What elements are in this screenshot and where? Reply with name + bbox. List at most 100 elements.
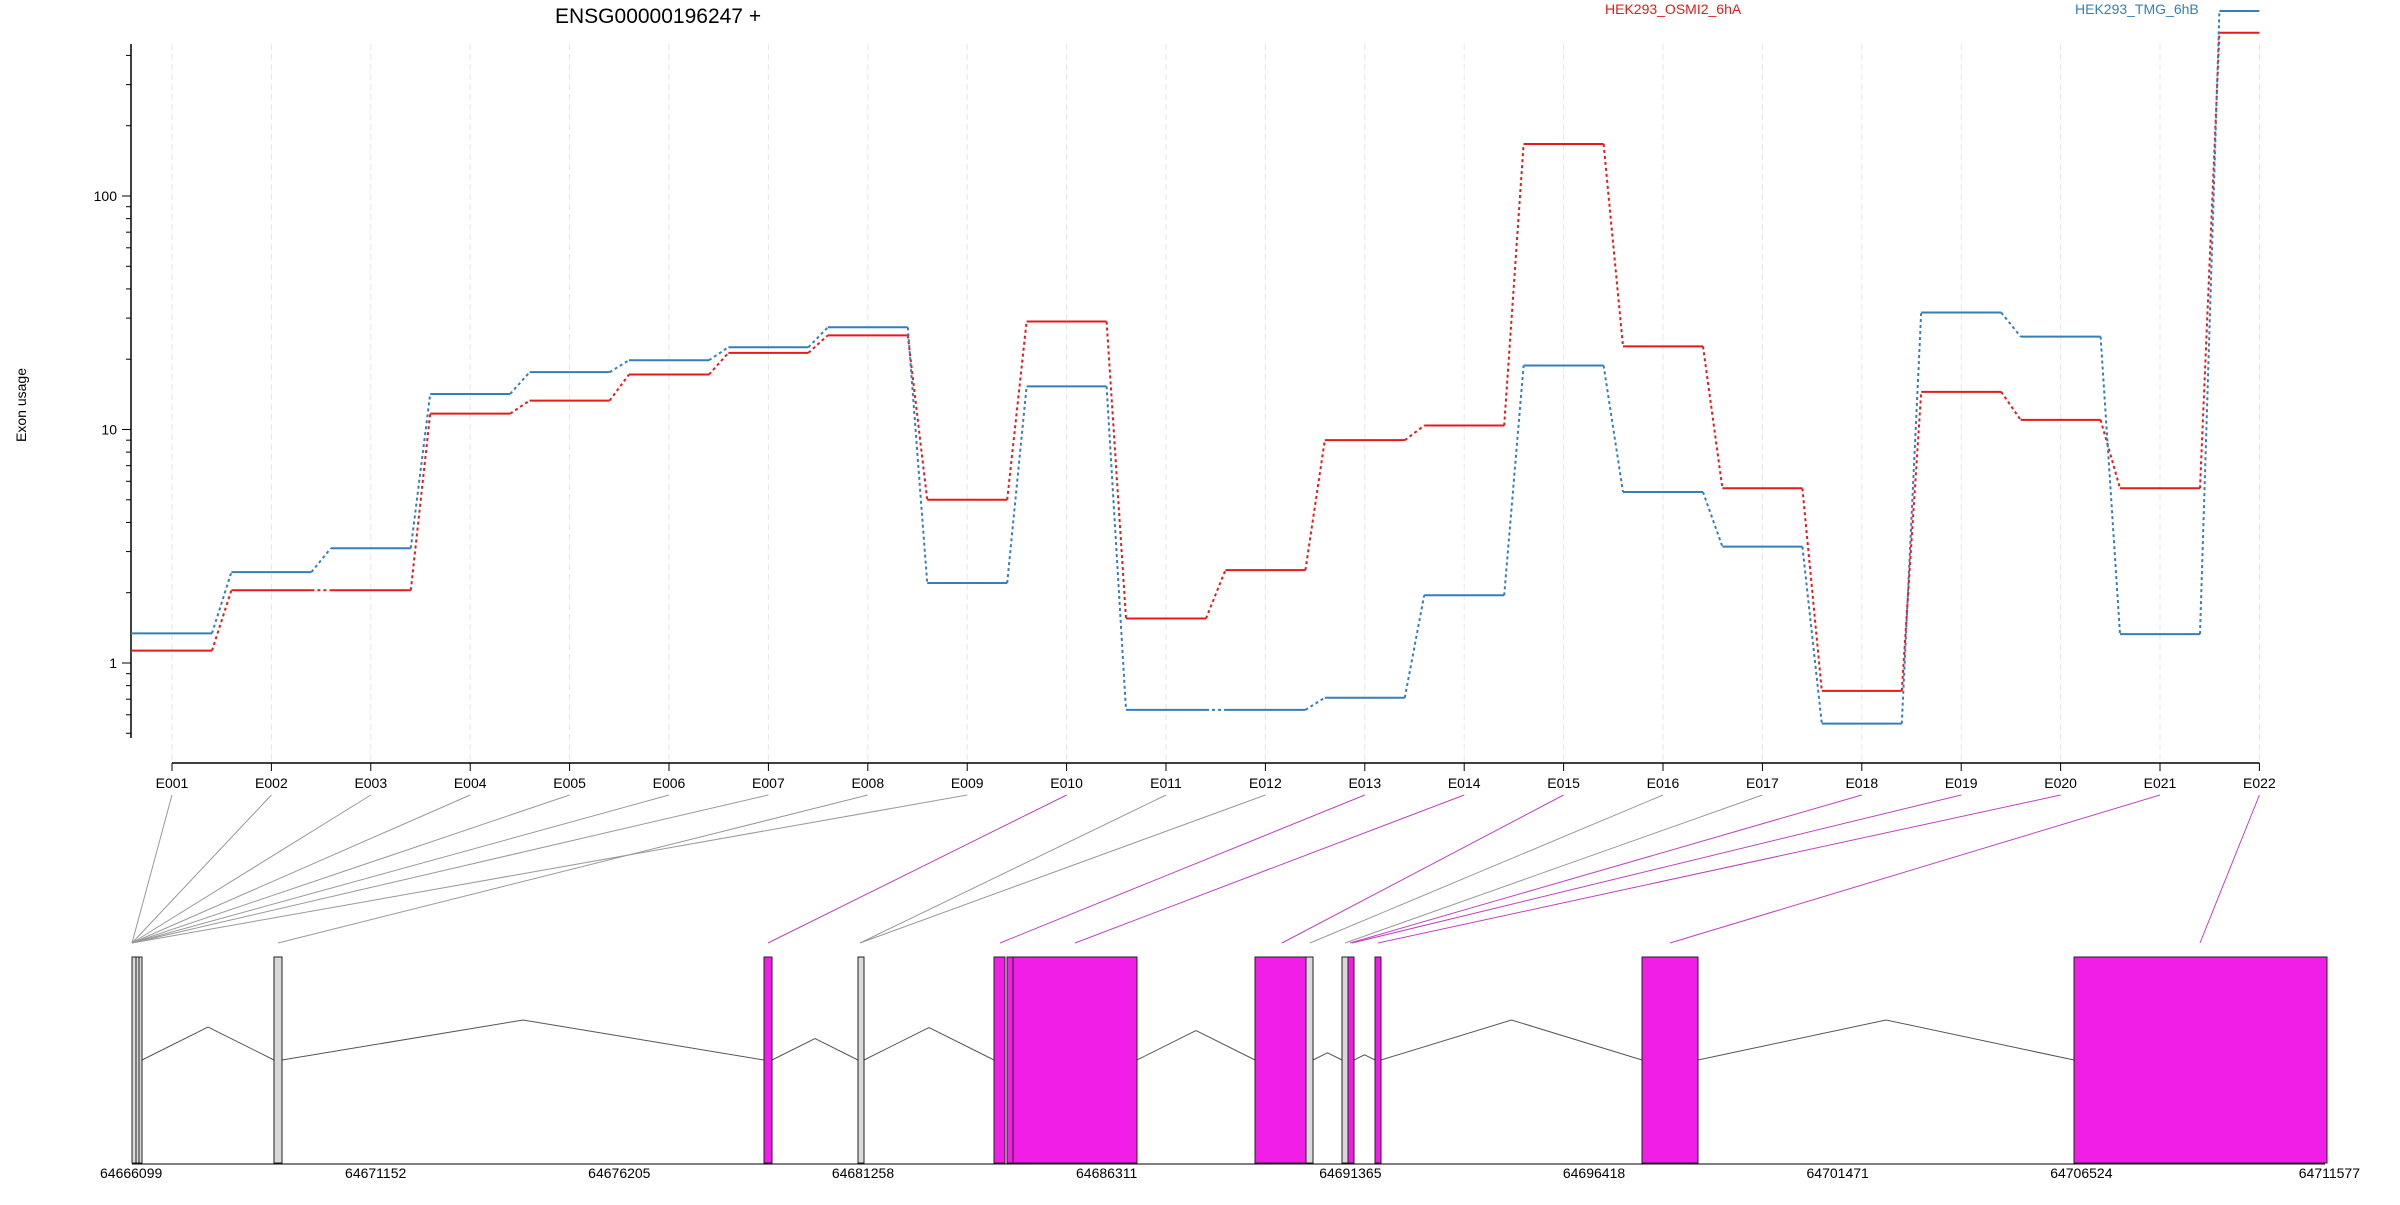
exon-connector — [767, 794, 1067, 944]
x-tick-label: E012 — [1249, 775, 1282, 791]
series-transition — [1503, 365, 1525, 596]
series-transition — [310, 547, 332, 573]
series-transition — [1602, 365, 1624, 493]
genomic-tick-label: 64666099 — [100, 1165, 163, 1181]
x-tick-label: E008 — [851, 775, 884, 791]
genomic-tick-label: 64676205 — [588, 1165, 651, 1181]
series-transition — [2099, 419, 2121, 489]
x-tick-label: E010 — [1050, 775, 1083, 791]
series-transition — [1006, 321, 1028, 500]
exon-block — [993, 956, 1006, 1164]
series-transition — [409, 393, 432, 549]
exon-connector — [1349, 794, 1862, 944]
series-1 — [131, 9, 2260, 725]
intron-line — [141, 1026, 275, 1061]
y-tick-label: 100 — [94, 188, 118, 204]
exon-connector — [131, 794, 670, 944]
series-transition — [211, 589, 233, 651]
x-tick-label: E019 — [1945, 775, 1978, 791]
series-transition — [1403, 595, 1426, 698]
gene-model-layer: 64666099 64671152 64676205 64681258 64686311… — [100, 956, 2360, 1181]
series-transition — [409, 413, 432, 591]
exon-connector — [131, 794, 173, 944]
exon-connector — [131, 794, 372, 944]
exon-connector — [131, 794, 471, 944]
series-transition — [1900, 312, 1923, 724]
y-axis-label: Exon usage — [13, 368, 29, 442]
exon-connector — [2199, 794, 2260, 944]
x-tick-label: E017 — [1746, 775, 1779, 791]
series-transition — [2199, 10, 2221, 635]
genomic-tick-label: 64691365 — [1319, 1165, 1382, 1181]
exon-block — [1012, 956, 1138, 1164]
series-transition — [708, 352, 730, 376]
genomic-tick-label: 64711577 — [2299, 1165, 2360, 1181]
x-tick-label: E007 — [752, 775, 785, 791]
series-transition — [1702, 346, 1724, 489]
x-tick-label: E018 — [1845, 775, 1878, 791]
series-transition — [2000, 391, 2022, 421]
exon-connector — [1344, 794, 1763, 944]
axes-layer: 1 10 100 E001 E002 E003 E004 E005 E006 E007 E008 E0… — [94, 44, 2276, 791]
y-tick-label: 1 — [109, 655, 117, 671]
x-tick-label: E015 — [1547, 775, 1580, 791]
genomic-tick-label: 64696418 — [1563, 1165, 1626, 1181]
x-tick-label: E006 — [653, 775, 686, 791]
series-transition — [509, 399, 531, 415]
exon-connector — [1074, 794, 1465, 944]
exon-connector — [1281, 794, 1564, 944]
intron-line — [1136, 1029, 1256, 1061]
genomic-tick-label: 64686311 — [1076, 1165, 1137, 1181]
x-tick-label: E011 — [1150, 775, 1182, 791]
exon-block — [1341, 956, 1349, 1164]
x-tick-label: E014 — [1448, 775, 1481, 791]
x-tick-label: E021 — [2144, 775, 2177, 791]
series-transition — [1900, 391, 1923, 691]
series-transition — [1205, 569, 1227, 619]
exon-block — [1641, 956, 1699, 1164]
intron-line — [863, 1026, 995, 1061]
exon-block — [273, 956, 283, 1164]
x-tick-label: E022 — [2243, 775, 2276, 791]
exon-connector — [999, 794, 1365, 944]
connector-layer — [131, 794, 2260, 944]
exon-block — [138, 956, 143, 1164]
exon-connector — [131, 794, 968, 944]
grid-layer — [171, 44, 2260, 763]
series-transition — [2199, 32, 2221, 489]
genomic-tick-label: 64706524 — [2050, 1165, 2113, 1181]
exon-block — [1006, 956, 1014, 1164]
intron-line — [1312, 1052, 1343, 1061]
series-transition — [1304, 696, 1326, 711]
exon-block — [857, 956, 865, 1164]
exon-block — [1254, 956, 1307, 1164]
exon-connector — [1309, 794, 1664, 944]
exon-connector — [131, 794, 272, 944]
exon-block — [1374, 956, 1382, 1164]
series-transition — [1304, 440, 1326, 571]
series-transition — [2000, 311, 2022, 338]
exon-block — [2073, 956, 2328, 1164]
x-tick-label: E002 — [255, 775, 288, 791]
genomic-tick-label: 64681258 — [832, 1165, 895, 1181]
series-layer — [131, 9, 2260, 725]
series-transition — [1702, 491, 1724, 547]
series-transition — [608, 373, 630, 402]
exon-connector — [1669, 794, 2161, 944]
series-transition — [1503, 143, 1525, 426]
x-tick-label: E004 — [454, 775, 487, 791]
exon-block — [1305, 956, 1314, 1164]
exon-block — [763, 956, 773, 1164]
series-transition — [1404, 424, 1425, 441]
series-transition — [1105, 386, 1127, 710]
series-transition — [2099, 336, 2121, 635]
x-tick-label: E009 — [951, 775, 984, 791]
legend-label-tmg: HEK293_TMG_6hB — [2075, 1, 2199, 17]
exon-block — [1347, 956, 1355, 1164]
y-tick-label: 10 — [101, 422, 117, 438]
series-transition — [1105, 321, 1127, 619]
series-transition — [807, 326, 829, 348]
series-transition — [211, 571, 233, 634]
